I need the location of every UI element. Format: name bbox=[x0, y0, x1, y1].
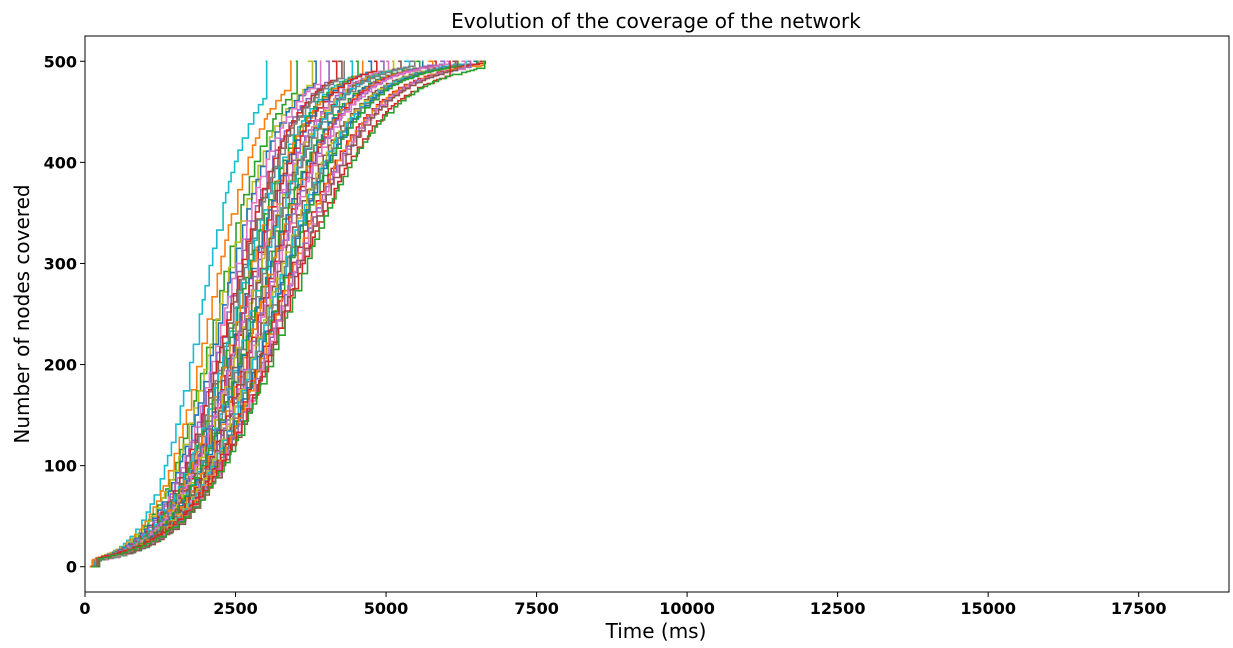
chart-title: Evolution of the coverage of the network bbox=[451, 9, 861, 33]
series-line bbox=[91, 60, 434, 568]
x-tick-label: 17500 bbox=[1111, 599, 1167, 618]
y-tick-label: 300 bbox=[44, 254, 77, 273]
plot-frame bbox=[84, 35, 1230, 593]
y-axis-label: Number of nodes covered bbox=[10, 184, 34, 443]
x-axis: 0 2500 5000 7500 10000 12500 15000 17500 bbox=[79, 592, 1167, 618]
x-tick-label: 0 bbox=[79, 599, 90, 618]
series-line bbox=[92, 60, 472, 568]
x-tick-label: 7500 bbox=[514, 599, 559, 618]
series-line bbox=[90, 60, 354, 568]
series-line bbox=[93, 60, 395, 568]
y-tick-label: 400 bbox=[44, 153, 77, 172]
y-axis: 0 100 200 300 400 500 bbox=[44, 52, 85, 577]
x-tick-label: 2500 bbox=[213, 599, 258, 618]
series-line bbox=[91, 60, 421, 568]
series-line bbox=[91, 60, 486, 568]
x-tick-label: 10000 bbox=[659, 599, 715, 618]
y-tick-label: 200 bbox=[44, 356, 77, 375]
x-tick-label: 12500 bbox=[810, 599, 866, 618]
series-line bbox=[90, 60, 314, 568]
y-tick-label: 500 bbox=[44, 52, 77, 71]
x-axis-label: Time (ms) bbox=[605, 619, 707, 643]
x-tick-label: 5000 bbox=[364, 599, 409, 618]
plot-lines bbox=[89, 60, 487, 568]
y-tick-label: 0 bbox=[66, 558, 77, 577]
y-tick-label: 100 bbox=[44, 457, 77, 476]
x-tick-label: 15000 bbox=[960, 599, 1016, 618]
